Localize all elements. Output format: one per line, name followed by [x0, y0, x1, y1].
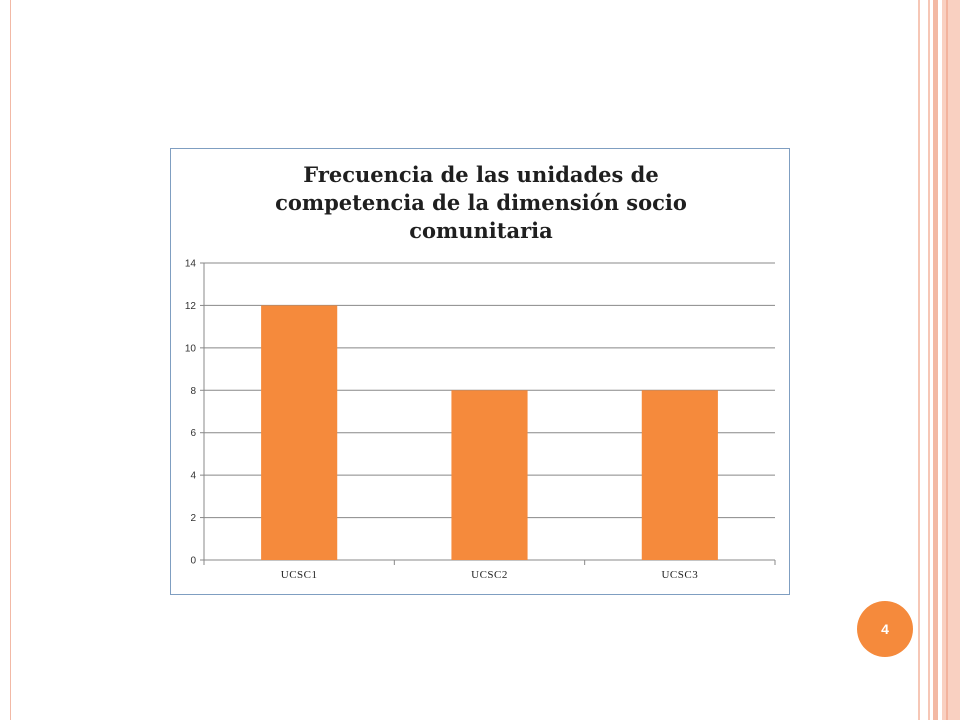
chart-title-line: competencia de la dimensión socio [275, 190, 687, 215]
bar [641, 390, 718, 560]
chart-title: Frecuencia de las unidades de competenci… [171, 161, 791, 245]
y-tick-label: 8 [190, 386, 196, 397]
y-tick-label: 4 [190, 471, 196, 482]
y-tick-label: 6 [190, 428, 196, 439]
right-decor-stripe [918, 0, 920, 720]
chart-title-line: Frecuencia de las unidades de [303, 162, 659, 187]
bar [261, 305, 338, 560]
x-category-label: UCSC3 [661, 569, 698, 581]
y-tick-label: 2 [190, 513, 196, 524]
x-category-label: UCSC2 [471, 569, 508, 581]
y-tick-label: 10 [185, 343, 197, 354]
page-number: 4 [881, 621, 889, 637]
right-decor-stripe [942, 0, 960, 720]
page-number-badge: 4 [857, 601, 913, 657]
y-tick-label: 14 [185, 259, 197, 270]
x-category-label: UCSC1 [281, 569, 318, 581]
bar-chart: 0 2 4 6 8 10 12 14 UCSC1 UCSC2 UCSC3 [185, 259, 776, 581]
y-tick-label: 12 [185, 301, 197, 312]
chart-container: Frecuencia de las unidades de competenci… [170, 148, 790, 595]
right-decor-stripe [946, 0, 948, 720]
right-decor-stripe [933, 0, 938, 720]
bar [451, 390, 528, 560]
chart-title-line: comunitaria [409, 218, 553, 243]
left-border-line [10, 0, 11, 720]
right-decor-stripe [928, 0, 930, 720]
y-tick-label: 0 [190, 556, 196, 567]
